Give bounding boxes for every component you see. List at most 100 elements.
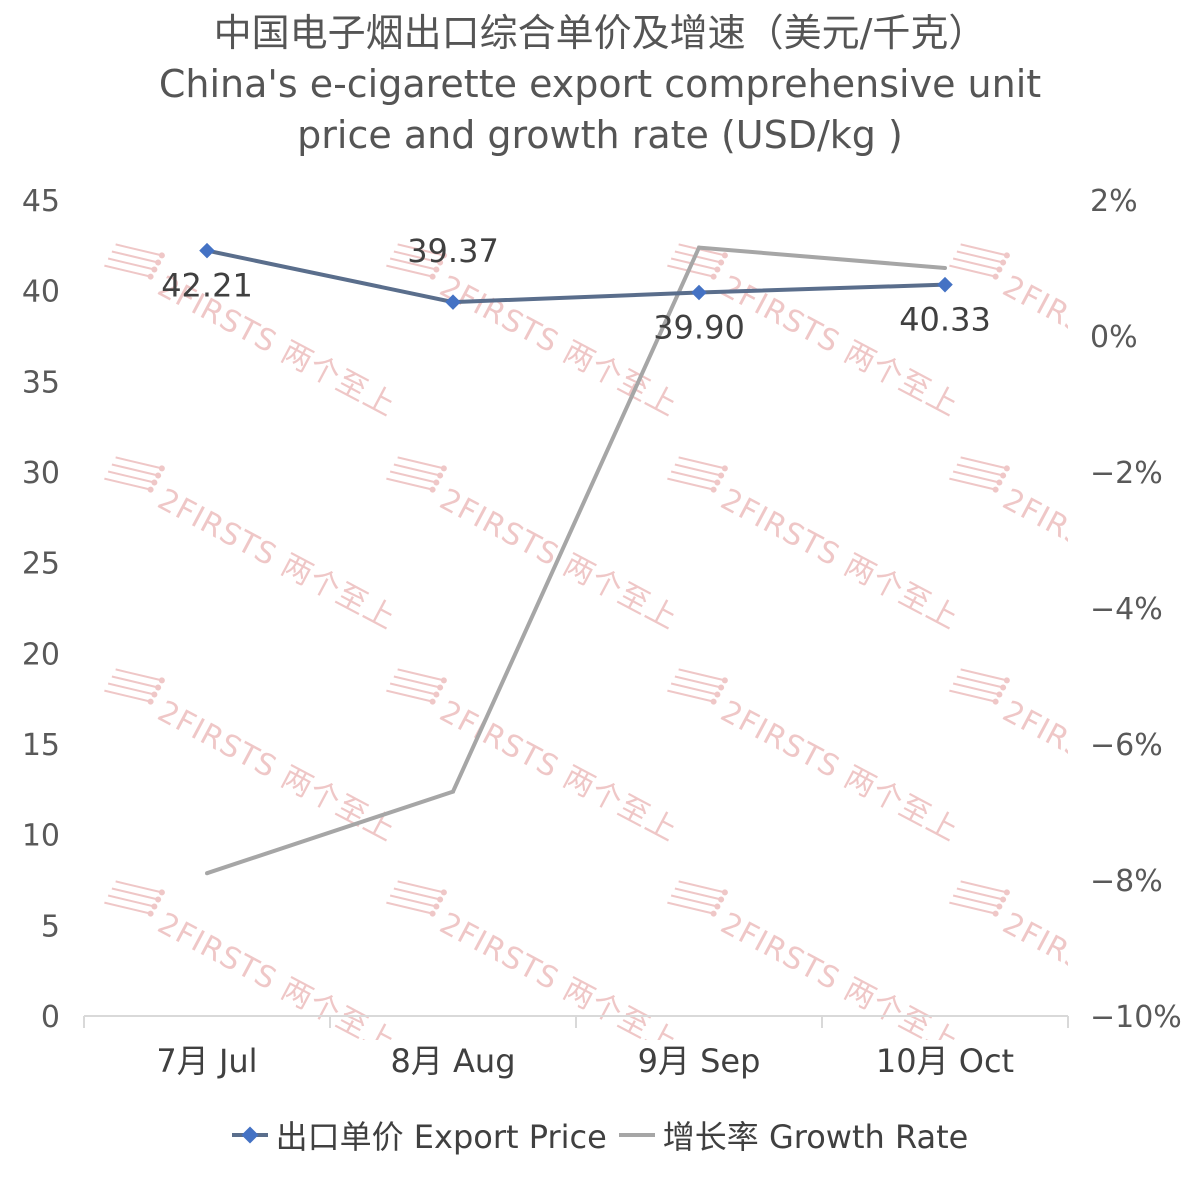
- watermark-logo-dot: [155, 472, 162, 479]
- export-price-marker-2: [691, 284, 707, 301]
- y-left-tick-label-35: 35: [22, 365, 60, 400]
- watermark-text: 2FIRSTS 两个至上: [152, 694, 402, 849]
- watermark-logo-stroke: [104, 477, 151, 491]
- chart-title-zh: 中国电子烟出口综合单价及增速（美元/千克）: [213, 11, 987, 55]
- watermark-logo-dot: [718, 896, 725, 903]
- watermark-text: 2FIRSTS 两个至上: [715, 482, 965, 637]
- x-tick-label-0: 7月 Jul: [156, 1042, 257, 1080]
- watermark-logo-dot: [710, 910, 717, 917]
- chart-title-en-line2: price and growth rate (USD/kg ): [297, 113, 903, 157]
- watermark-logo-stroke: [104, 264, 151, 278]
- watermark-logo-dot: [155, 896, 162, 903]
- watermark-logo-dot: [437, 259, 444, 266]
- watermark-logo-stroke: [949, 901, 996, 915]
- watermark-logo-dot: [429, 698, 436, 705]
- watermark-logo-dot: [721, 465, 728, 472]
- watermark-logo-dot: [1000, 684, 1007, 691]
- y-left-tick-label-0: 0: [41, 1000, 60, 1035]
- watermark-logo-stroke: [393, 463, 441, 477]
- watermark-logo-stroke: [111, 250, 159, 264]
- watermark-logo-stroke: [397, 668, 445, 682]
- axes: 7月 Jul 8月 Aug 9月 Sep 10月 Oct 0 5 10 15 20 25 30 35 4…: [22, 184, 1182, 1080]
- y-right-tick-label-6: 2%: [1090, 184, 1138, 219]
- watermark-logo-stroke: [960, 456, 1008, 470]
- watermark-logo-dot: [710, 486, 717, 493]
- watermark-tile-10: 2FIRSTS 两个至上: [667, 668, 965, 849]
- y-left-tick-label-25: 25: [22, 547, 60, 582]
- watermark-logo-stroke: [956, 250, 1004, 264]
- watermark-text: 2FIRSTS 两个至上: [434, 906, 684, 1061]
- watermark-logo-dot: [147, 486, 154, 493]
- y-left-tick-label-30: 30: [22, 456, 60, 491]
- watermark-logo-dot: [147, 910, 154, 917]
- watermark-logo-dot: [1003, 889, 1010, 896]
- watermark-logo-dot: [147, 698, 154, 705]
- watermark-logo-dot: [440, 889, 447, 896]
- y-right-tick-label-5: 0%: [1090, 320, 1138, 355]
- watermark-logo-dot: [1003, 252, 1010, 259]
- watermark-logo-stroke: [115, 243, 163, 257]
- watermark-logo-dot: [718, 684, 725, 691]
- watermark-logo-stroke: [960, 668, 1008, 682]
- x-tick-label-3: 10月 Oct: [876, 1042, 1014, 1080]
- series-line-growth-rate: [206, 245, 946, 876]
- watermark-logo-stroke: [397, 243, 445, 257]
- watermark-logo-dot: [710, 273, 717, 280]
- watermark-logo-stroke: [952, 470, 1000, 484]
- watermark-logo-dot: [440, 252, 447, 259]
- watermark-logo-dot: [151, 266, 158, 273]
- watermark-logo-dot: [710, 698, 717, 705]
- watermark-logo-dot: [151, 903, 158, 910]
- export-price-marker-3: [937, 276, 953, 293]
- y-right-tick-label-1: −8%: [1090, 864, 1163, 899]
- watermark-logo-dot: [437, 684, 444, 691]
- watermark-logo-dot: [433, 903, 440, 910]
- watermark-logo-stroke: [667, 901, 714, 915]
- watermark-logo-dot: [718, 259, 725, 266]
- watermark-logo-stroke: [952, 257, 1000, 271]
- watermark-logo-dot: [155, 684, 162, 691]
- watermark-logo-dot: [714, 691, 721, 698]
- watermark-logo-dot: [437, 896, 444, 903]
- watermark-logo-stroke: [104, 689, 151, 703]
- watermark-logo-stroke: [952, 894, 1000, 908]
- watermark-logo-stroke: [386, 264, 433, 278]
- y-left-tick-label-15: 15: [22, 728, 60, 763]
- watermark-logo-dot: [714, 479, 721, 486]
- watermark-logo-dot: [996, 903, 1003, 910]
- watermark-logo-dot: [437, 472, 444, 479]
- watermark-logo-stroke: [952, 682, 1000, 696]
- watermark-tile-13: 2FIRSTS 两个至上: [386, 880, 684, 1061]
- watermark-logo-stroke: [107, 257, 155, 271]
- watermark-logo-dot: [151, 479, 158, 486]
- watermark-tile-12: 2FIRSTS 两个至上: [104, 880, 401, 1040]
- watermark-logo-dot: [718, 472, 725, 479]
- watermark-logo-stroke: [678, 456, 726, 470]
- watermark-tile-8: 2FIRSTS 两个至上: [104, 668, 402, 849]
- growth-rate-point-2: [697, 245, 701, 250]
- watermark-logo-dot: [1003, 465, 1010, 472]
- watermark-logo-dot: [158, 889, 165, 896]
- watermark-tile-14: 2FIRSTS 两个至上: [667, 880, 964, 1040]
- watermark-logo-stroke: [397, 880, 445, 894]
- watermark-logo-stroke: [674, 887, 722, 901]
- watermark-logo-stroke: [107, 682, 155, 696]
- watermark-logo-stroke: [115, 880, 163, 894]
- watermark-logo-dot: [721, 677, 728, 684]
- watermark-logo-dot: [714, 903, 721, 910]
- watermark-text: 2FIRSTS 两个至上: [715, 694, 965, 849]
- y-right-tick-label-4: −2%: [1090, 456, 1163, 491]
- watermark-logo-stroke: [949, 264, 996, 278]
- chart-title-en-line1: China's e-cigarette export comprehensive…: [158, 62, 1042, 106]
- watermark-logo-stroke: [104, 901, 151, 915]
- x-tick-label-2: 9月 Sep: [638, 1042, 761, 1080]
- y-right-tick-label-3: −4%: [1090, 592, 1163, 627]
- watermark-logo-dot: [433, 266, 440, 273]
- watermark-logo-dot: [158, 252, 165, 259]
- watermark-logo-stroke: [670, 257, 718, 271]
- watermark-logo-stroke: [111, 675, 159, 689]
- watermark-logo-dot: [996, 691, 1003, 698]
- series-line-export-price: [206, 248, 946, 305]
- watermark-logo-stroke: [389, 470, 437, 484]
